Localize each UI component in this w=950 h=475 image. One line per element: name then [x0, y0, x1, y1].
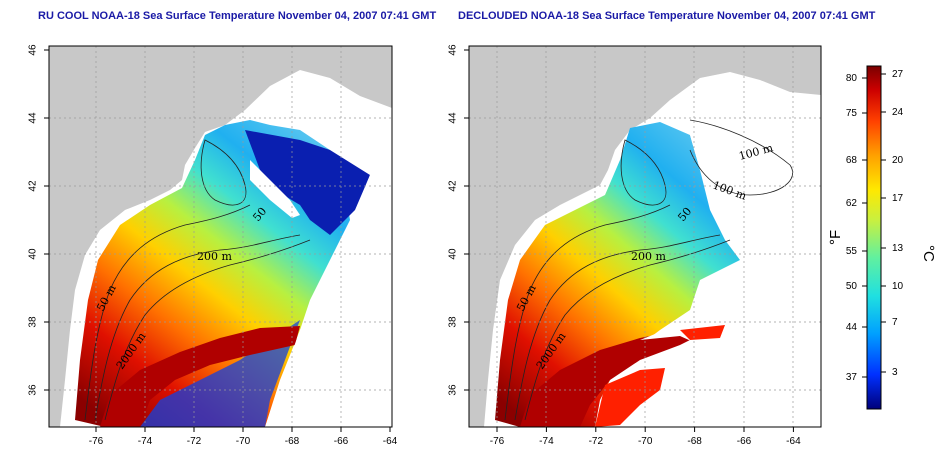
right-contour-50m	[504, 204, 671, 421]
left-contour-2000m	[104, 239, 311, 421]
right-lat-tick-label: 36	[448, 384, 459, 396]
right-map	[469, 46, 821, 427]
left-east-blank	[265, 108, 392, 427]
left-label-200m: 200 m	[197, 250, 232, 263]
right-lat-tick-label: 46	[448, 44, 459, 56]
left-lon-tick-label: -64	[383, 436, 398, 447]
left-contour-50m	[84, 204, 251, 421]
left-lat-tick-label: 42	[28, 180, 39, 192]
fahrenheit-label: °F	[827, 230, 844, 245]
fahrenheit-tick-label: 68	[846, 155, 858, 166]
right-gulf-of-maine-blank	[690, 135, 790, 215]
left-contour-200m	[94, 234, 301, 421]
right-map-title: DECLOUDED NOAA-18 Sea Surface Temperatur…	[458, 10, 876, 22]
right-lat-tick-label: 38	[448, 316, 459, 328]
right-lat-tick-label: 42	[448, 180, 459, 192]
left-cold-region	[245, 130, 370, 235]
left-lat-tick-label: 36	[28, 384, 39, 396]
celsius-tick-label: 13	[892, 243, 904, 254]
fahrenheit-tick-label: 80	[846, 73, 858, 84]
right-land	[469, 46, 821, 427]
fahrenheit-tick-label: 37	[846, 372, 858, 383]
right-lon-tick-label: -68	[687, 436, 702, 447]
left-lat-tick-label: 40	[28, 248, 39, 260]
celsius-tick-label: 27	[892, 69, 904, 80]
fahrenheit-tick-label: 44	[846, 322, 858, 333]
right-sst-fragments	[595, 325, 725, 427]
right-lon-tick-label: -70	[638, 436, 653, 447]
left-nova-scotia	[250, 160, 300, 218]
left-lat-tick-label: 44	[28, 112, 39, 124]
left-lon-tick-label: -72	[187, 436, 202, 447]
left-lat-tick-label: 38	[28, 316, 39, 328]
right-lon-tick-label: -76	[490, 436, 505, 447]
fahrenheit-tick-label: 55	[846, 246, 858, 257]
celsius-tick-label: 10	[892, 281, 904, 292]
right-contour-gulf	[620, 139, 667, 206]
celsius-tick-label: 17	[892, 193, 904, 204]
left-lon-tick-label: -74	[138, 436, 153, 447]
right-grid	[469, 46, 821, 427]
fahrenheit-tick-label: 75	[846, 108, 858, 119]
right-lat-tick-label: 44	[448, 112, 459, 124]
left-lon-tick-label: -68	[285, 436, 300, 447]
left-map	[49, 46, 392, 427]
right-contour-2000m	[524, 239, 731, 421]
right-lon-tick-label: -74	[539, 436, 554, 447]
right-lon-tick-label: -64	[786, 436, 801, 447]
right-lon-tick-label: -72	[589, 436, 604, 447]
celsius-tick-label: 24	[892, 107, 904, 118]
right-gulf-stream	[520, 330, 700, 427]
left-map-frame	[48, 45, 393, 428]
left-gulf-stream	[100, 326, 300, 427]
left-lon-tick-label: -76	[89, 436, 104, 447]
left-map-title: RU COOL NOAA-18 Sea Surface Temperature …	[38, 10, 437, 22]
celsius-tick-label: 7	[892, 317, 898, 328]
celsius-tick-label: 3	[892, 367, 898, 378]
left-land	[49, 46, 392, 427]
fahrenheit-tick-label: 62	[846, 198, 858, 209]
right-sst-swath	[495, 122, 740, 427]
right-contour-ns	[689, 119, 793, 196]
colorbar-ticks: 80 75 68 62 55 50 44 37 27 24 20 17 13 10 7 3	[846, 69, 904, 383]
right-lat-tick-label: 40	[448, 248, 459, 260]
fahrenheit-tick-label: 50	[846, 281, 858, 292]
left-lon-tick-label: -70	[236, 436, 251, 447]
celsius-tick-label: 20	[892, 155, 904, 166]
axes: -76 -74 -72 -70 -68 -66 -64 36 38 40 42 44 46 -76 -74 -…	[28, 44, 801, 447]
right-lon-tick-label: -66	[737, 436, 752, 447]
left-lat-tick-label: 46	[28, 44, 39, 56]
left-grid	[49, 46, 392, 427]
left-lon-tick-label: -66	[334, 436, 349, 447]
right-label-200m: 200 m	[631, 250, 666, 263]
right-contour-200m	[514, 234, 721, 421]
celsius-label: °C	[920, 245, 937, 262]
colorbar	[866, 65, 882, 410]
left-contour-gulf	[200, 139, 247, 206]
